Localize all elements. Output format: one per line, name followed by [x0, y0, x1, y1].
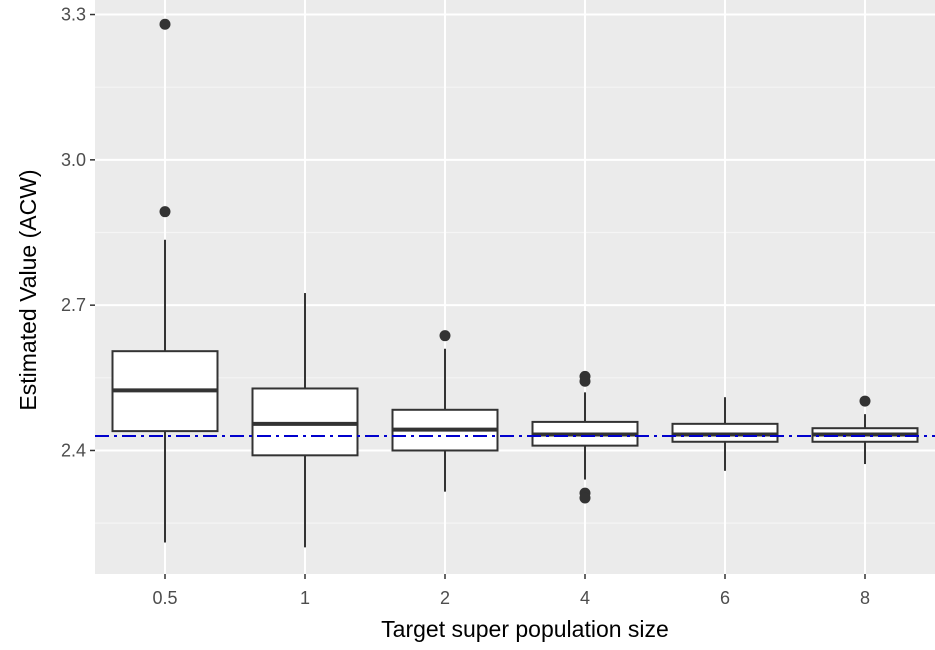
y-axis: 2.4 2.7 3.0 3.3 — [61, 5, 95, 460]
y-tick-label: 3.0 — [61, 150, 86, 170]
box-group — [671, 397, 779, 471]
major-gridlines — [95, 0, 935, 574]
outlier-point — [159, 18, 171, 30]
x-tick-label: 6 — [720, 588, 730, 608]
y-tick-label: 2.7 — [61, 295, 86, 315]
x-tick-label: 2 — [440, 588, 450, 608]
box-group — [391, 330, 499, 492]
box-series — [111, 18, 919, 548]
box-group — [531, 370, 639, 504]
outlier-point — [579, 375, 591, 387]
outlier-point — [859, 395, 871, 407]
x-tick-label: 1 — [300, 588, 310, 608]
x-axis-title: Target super population size — [381, 616, 669, 642]
x-tick-label: 8 — [860, 588, 870, 608]
plot-panel — [95, 0, 935, 574]
x-tick-label: 4 — [580, 588, 590, 608]
outlier-point — [439, 330, 451, 342]
x-tick-label: 0.5 — [152, 588, 177, 608]
y-tick-label: 3.3 — [61, 5, 86, 25]
box-group — [251, 293, 359, 548]
minor-gridlines — [95, 86, 935, 524]
y-axis-title: Estimated Value (ACW) — [15, 169, 41, 410]
y-tick-label: 2.4 — [61, 440, 86, 460]
x-axis: 0.5 1 2 4 6 8 — [152, 574, 870, 608]
box-group — [111, 18, 219, 543]
outlier-point — [579, 492, 591, 504]
outlier-point — [159, 206, 171, 218]
